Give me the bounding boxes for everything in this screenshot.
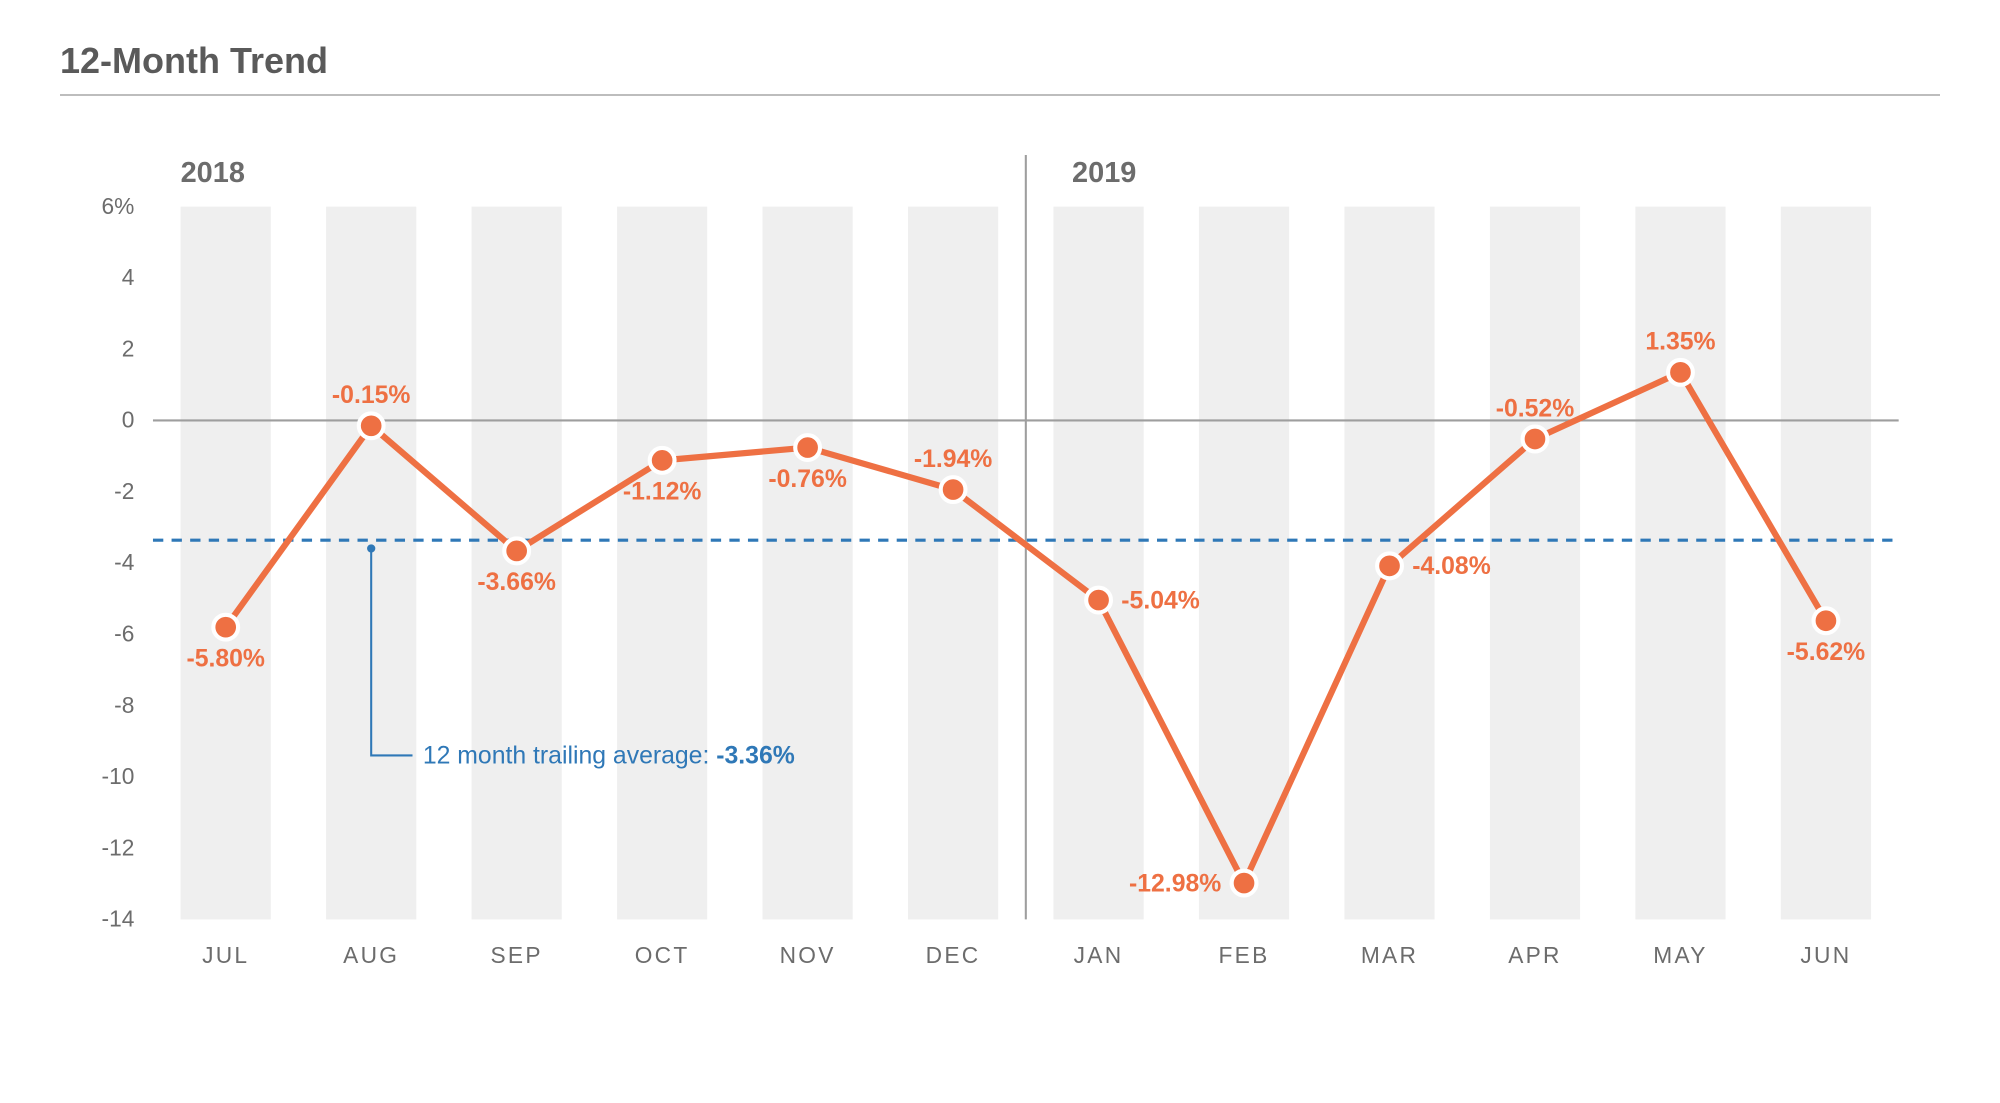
data-marker <box>504 538 529 563</box>
x-tick-label: DEC <box>926 942 981 968</box>
x-tick-label: JAN <box>1074 942 1124 968</box>
title-divider <box>60 94 1940 96</box>
x-tick-label: MAY <box>1653 942 1707 968</box>
data-label: -0.52% <box>1496 395 1575 422</box>
grid-band <box>1490 207 1580 920</box>
year-label: 2019 <box>1072 157 1136 189</box>
y-tick-label: 0 <box>122 407 135 433</box>
data-marker <box>1232 871 1257 896</box>
y-tick-label: -12 <box>102 834 135 860</box>
plot-area: 6% 4 2 0 -2 -4 -6 -8 -10 -12 -14 JUL AUG SEP OCT NOV DEC… <box>60 124 1940 992</box>
chart-svg: 6% 4 2 0 -2 -4 -6 -8 -10 -12 -14 JUL AUG SEP OCT NOV DEC… <box>60 124 1940 992</box>
grid-band <box>617 207 707 920</box>
x-tick-label: NOV <box>780 942 836 968</box>
data-label: -1.94% <box>914 446 993 473</box>
grid-band <box>1635 207 1725 920</box>
grid-band <box>763 207 853 920</box>
grid-band <box>908 207 998 920</box>
x-tick-label: MAR <box>1361 942 1418 968</box>
data-label: -3.66% <box>477 569 556 596</box>
data-label: -1.12% <box>623 479 702 506</box>
x-tick-label: OCT <box>635 942 690 968</box>
data-marker <box>1377 553 1402 578</box>
x-tick-label: APR <box>1508 942 1562 968</box>
y-tick-label: 6% <box>102 193 135 219</box>
x-tick-label: AUG <box>343 942 399 968</box>
data-label: 1.35% <box>1645 329 1715 356</box>
grid-band <box>1053 207 1143 920</box>
x-tick-label: FEB <box>1219 942 1270 968</box>
data-marker <box>359 413 384 438</box>
data-label: -5.04% <box>1121 587 1200 614</box>
data-marker <box>650 448 675 473</box>
y-tick-label: 4 <box>122 264 135 290</box>
y-tick-label: -4 <box>114 549 134 575</box>
data-label: -0.15% <box>332 382 411 409</box>
data-marker <box>1523 427 1548 452</box>
data-marker <box>795 435 820 460</box>
y-tick-label: -6 <box>114 621 134 647</box>
data-label: -0.76% <box>768 466 847 493</box>
x-tick-label: JUL <box>202 942 249 968</box>
y-tick-label: -14 <box>102 906 135 932</box>
chart-title: 12-Month Trend <box>60 40 1940 82</box>
y-tick-label: -8 <box>114 692 134 718</box>
data-label: -12.98% <box>1129 870 1221 897</box>
x-tick-label: JUN <box>1800 942 1851 968</box>
trend-chart: 12-Month Trend 6% 4 2 0 -2 -4 -6 -8 -10 -12 -14 JUL… <box>60 40 1940 992</box>
data-label: -5.62% <box>1787 639 1866 666</box>
y-tick-label: -10 <box>102 763 135 789</box>
trailing-average-label: 12 month trailing average: -3.36% <box>423 743 795 770</box>
y-tick-label: -2 <box>114 478 134 504</box>
grid-band <box>181 207 271 920</box>
data-marker <box>1668 360 1693 385</box>
data-marker <box>1814 608 1839 633</box>
year-label: 2018 <box>181 157 245 189</box>
data-marker <box>213 615 238 640</box>
x-tick-label: SEP <box>491 942 543 968</box>
data-marker <box>941 477 966 502</box>
data-label: -5.80% <box>186 645 265 672</box>
data-label: -4.08% <box>1412 553 1491 580</box>
y-tick-label: 2 <box>122 335 135 361</box>
data-marker <box>1086 588 1111 613</box>
